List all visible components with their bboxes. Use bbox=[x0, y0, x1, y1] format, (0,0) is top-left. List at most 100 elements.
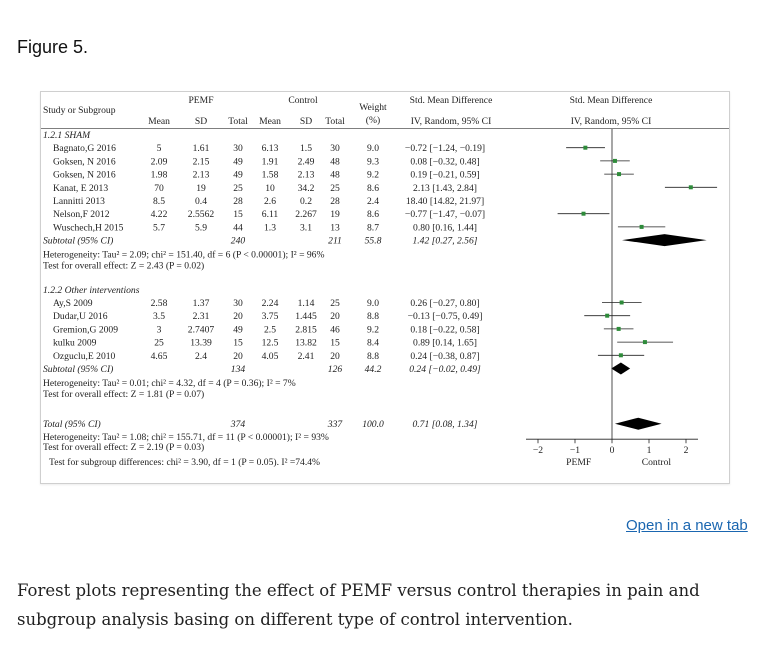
heterogeneity-2: Heterogeneity: Tau² = 0.01; chi² = 4.32,… bbox=[43, 378, 296, 389]
figure-caption: Forest plots representing the effect of … bbox=[17, 581, 700, 629]
study-1-3-pn: 49 bbox=[233, 170, 243, 181]
study-1-1-point bbox=[583, 145, 588, 150]
study-1-2-psd: 2.15 bbox=[193, 156, 210, 167]
study-1-1-name: Bagnato,G 2016 bbox=[53, 143, 116, 154]
study-2-2-point bbox=[605, 313, 610, 318]
study-2-2-w: 8.8 bbox=[367, 311, 379, 322]
study-1-3-name: Goksen, N 2016 bbox=[53, 170, 116, 181]
study-2-4-csd: 13.82 bbox=[295, 338, 317, 349]
study-2-1-csd: 1.14 bbox=[298, 298, 315, 309]
subtotal-2-ci: 0.24 [−0.02, 0.49] bbox=[409, 364, 481, 375]
study-1-5-psd: 0.4 bbox=[195, 196, 207, 207]
subtotal-2-diamond bbox=[611, 362, 631, 375]
study-2-2-csd: 1.445 bbox=[295, 311, 317, 322]
study-2-3-pn: 49 bbox=[233, 324, 243, 335]
study-2-1-pm: 2.58 bbox=[151, 298, 168, 309]
overall-effect-1: Test for overall effect: Z = 2.43 (P = 0… bbox=[43, 261, 204, 272]
study-1-5-w: 2.4 bbox=[367, 196, 379, 207]
study-1-5-cn: 28 bbox=[330, 196, 340, 207]
study-1-2-w: 9.3 bbox=[367, 156, 379, 167]
weight-header: Weight bbox=[359, 102, 387, 113]
study-1-2-pn: 49 bbox=[233, 156, 243, 167]
total-cn: 337 bbox=[327, 419, 344, 430]
study-1-2-pm: 2.09 bbox=[151, 156, 168, 167]
study-2-5-point bbox=[618, 353, 623, 358]
study-2-1-w: 9.0 bbox=[367, 298, 379, 309]
study-1-1-csd: 1.5 bbox=[300, 143, 312, 154]
study-2-1-point bbox=[619, 300, 624, 305]
study-1-4-csd: 34.2 bbox=[298, 183, 315, 194]
study-2-1-psd: 1.37 bbox=[193, 298, 210, 309]
study-1-1-ci: −0.72 [−1.24, −0.19] bbox=[405, 143, 485, 154]
group-2-label: 1.2.2 Other interventions bbox=[43, 285, 140, 296]
study-1-6-w: 8.6 bbox=[367, 209, 379, 220]
study-2-3-pm: 3 bbox=[157, 324, 162, 335]
study-2-3-point bbox=[616, 326, 621, 331]
study-1-3-pm: 1.98 bbox=[151, 170, 168, 181]
study-1-2-csd: 2.49 bbox=[298, 156, 315, 167]
study-1-3-csd: 2.13 bbox=[298, 170, 315, 181]
x-tick-label-3: 1 bbox=[647, 445, 652, 456]
study-2-5-cn: 20 bbox=[330, 351, 340, 362]
total-label: Total (95% CI) bbox=[43, 419, 101, 430]
study-2-5-pn: 20 bbox=[233, 351, 243, 362]
study-2-3-w: 9.2 bbox=[367, 324, 379, 335]
study-header: Study or Subgroup bbox=[43, 105, 116, 116]
subtotal-2-w: 44.2 bbox=[365, 364, 382, 375]
study-1-6-cn: 19 bbox=[330, 209, 340, 220]
subtotal-1-diamond bbox=[621, 234, 707, 247]
total-diamond bbox=[614, 417, 662, 430]
study-1-4-w: 8.6 bbox=[367, 183, 379, 194]
study-1-4-pn: 25 bbox=[233, 183, 243, 194]
smd-method-header-left: IV, Random, 95% CI bbox=[411, 116, 492, 127]
study-1-5-csd: 0.2 bbox=[300, 196, 312, 207]
study-1-3-psd: 2.13 bbox=[193, 170, 210, 181]
study-1-5-pn: 28 bbox=[233, 196, 243, 207]
study-1-6-point bbox=[581, 211, 586, 216]
study-2-5-ci: 0.24 [−0.38, 0.87] bbox=[410, 351, 479, 362]
study-2-1-ci: 0.26 [−0.27, 0.80] bbox=[410, 298, 479, 309]
study-1-7-cn: 13 bbox=[330, 222, 340, 233]
subtotal-1-cn: 211 bbox=[328, 236, 342, 247]
study-1-4-cm: 10 bbox=[265, 183, 275, 194]
study-1-6-pm: 4.22 bbox=[151, 209, 168, 220]
study-2-3-psd: 2.7407 bbox=[188, 324, 215, 335]
study-1-6-csd: 2.267 bbox=[295, 209, 317, 220]
overall-effect-2: Test for overall effect: Z = 1.81 (P = 0… bbox=[43, 389, 204, 400]
study-2-1-cm: 2.24 bbox=[262, 298, 279, 309]
study-1-7-name: Wuschech,H 2015 bbox=[53, 222, 124, 233]
study-1-1-cm: 6.13 bbox=[262, 143, 279, 154]
subtotal-2-pn: 134 bbox=[231, 364, 246, 375]
heterogeneity-1: Heterogeneity: Tau² = 2.09; chi² = 151.4… bbox=[43, 250, 324, 261]
subtotal-1-pn: 240 bbox=[231, 236, 246, 247]
study-1-7-w: 8.7 bbox=[367, 222, 379, 233]
study-1-7-ci: 0.80 [0.16, 1.44] bbox=[413, 222, 477, 233]
study-1-4-point bbox=[688, 185, 693, 190]
total-ci: 0.71 [0.08, 1.34] bbox=[412, 419, 477, 430]
forest-plot-figure: PEMF Control Weight (%) Study or Subgroup Mea… bbox=[40, 91, 730, 484]
total-pn: 374 bbox=[230, 419, 246, 430]
subtotal-1-label: Subtotal (95% CI) bbox=[43, 236, 113, 247]
study-2-2-name: Dudar,U 2016 bbox=[53, 311, 108, 322]
study-2-3-name: Gremion,G 2009 bbox=[53, 324, 118, 335]
study-2-4-pm: 25 bbox=[154, 338, 164, 349]
study-2-5-cm: 4.05 bbox=[262, 351, 279, 362]
study-1-1-cn: 30 bbox=[330, 143, 340, 154]
study-2-2-pn: 20 bbox=[233, 311, 243, 322]
study-1-1-w: 9.0 bbox=[367, 143, 379, 154]
study-2-5-psd: 2.4 bbox=[195, 351, 207, 362]
control-sd-header: SD bbox=[300, 116, 312, 127]
study-2-1-name: Ay,S 2009 bbox=[53, 298, 93, 309]
axis-right-label: Control bbox=[642, 457, 672, 468]
open-in-new-tab-link[interactable]: Open in a new tab bbox=[626, 517, 748, 534]
study-2-5-w: 8.8 bbox=[367, 351, 379, 362]
study-1-3-cn: 48 bbox=[330, 170, 340, 181]
study-1-4-name: Kanat, E 2013 bbox=[53, 183, 108, 194]
study-1-3-point bbox=[617, 172, 622, 177]
study-2-3-csd: 2.815 bbox=[295, 324, 317, 335]
study-1-6-cm: 6.11 bbox=[262, 209, 279, 220]
study-2-2-pm: 3.5 bbox=[153, 311, 165, 322]
study-2-5-name: Ozguclu,E 2010 bbox=[53, 351, 116, 362]
total-w: 100.0 bbox=[362, 419, 384, 430]
study-1-2-name: Goksen, N 2016 bbox=[53, 156, 116, 167]
